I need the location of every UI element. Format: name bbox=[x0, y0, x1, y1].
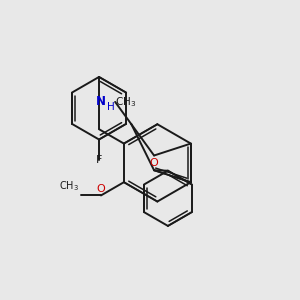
Text: CH$_3$: CH$_3$ bbox=[115, 95, 136, 109]
Text: H: H bbox=[107, 102, 115, 112]
Text: O: O bbox=[150, 158, 158, 168]
Text: O: O bbox=[97, 184, 105, 194]
Text: F: F bbox=[96, 155, 102, 165]
Text: N: N bbox=[96, 95, 106, 108]
Text: CH$_3$: CH$_3$ bbox=[59, 179, 79, 193]
